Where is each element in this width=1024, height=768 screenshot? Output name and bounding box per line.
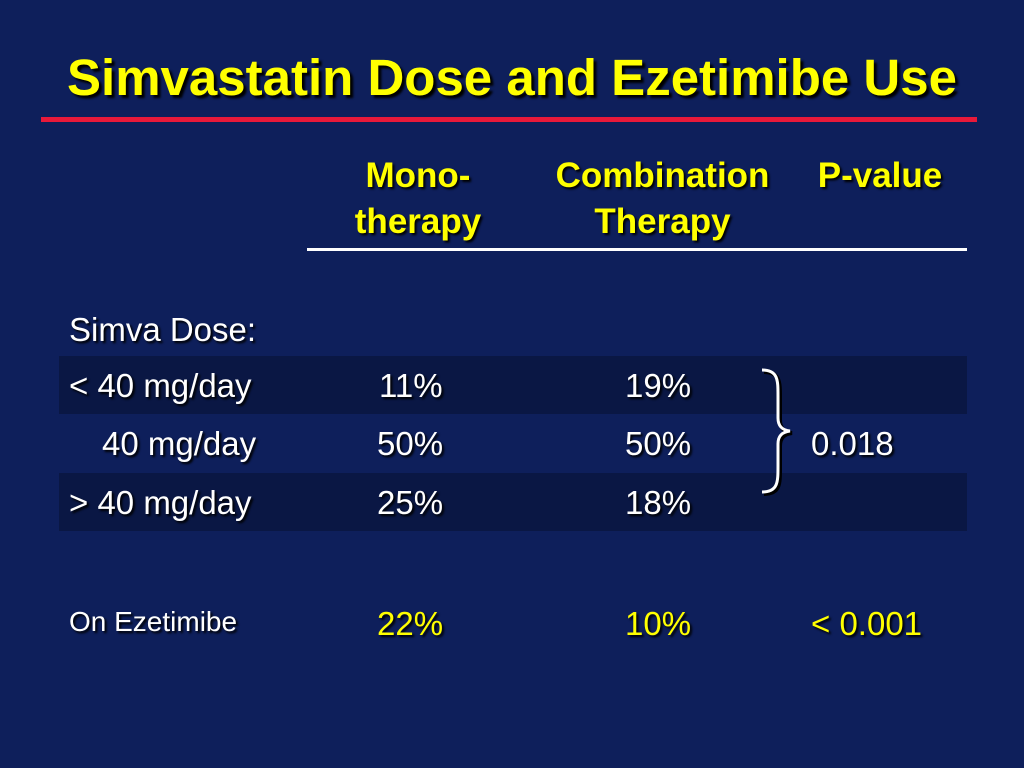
section-label-simva-dose: Simva Dose:	[69, 311, 257, 348]
cell-pvalue-ezetimibe: < 0.001	[811, 605, 923, 642]
header-divider	[307, 248, 967, 251]
header-combination-line2: Therapy	[594, 202, 731, 241]
header-pvalue: P-value	[800, 153, 960, 199]
cell-mono-ezetimibe: 22%	[377, 605, 444, 642]
header-combination-therapy: Combination Therapy	[535, 153, 790, 245]
table-row-band	[59, 356, 967, 414]
header-combination-line1: Combination	[555, 156, 770, 195]
cell-mono-40: 50%	[377, 425, 444, 462]
table-row-band	[59, 473, 967, 531]
cell-combination-over-40: 18%	[625, 484, 692, 521]
right-brace-icon	[761, 368, 793, 496]
slide-title: Simvastatin Dose and Ezetimibe Use	[67, 49, 957, 106]
cell-mono-under-40: 11%	[379, 367, 443, 404]
cell-pvalue-dose: 0.018	[811, 425, 894, 462]
header-monotherapy-line1: Mono-	[365, 156, 471, 195]
cell-combination-under-40: 19%	[625, 367, 692, 404]
header-monotherapy-line2: therapy	[354, 202, 482, 241]
header-monotherapy: Mono- therapy	[318, 153, 518, 245]
row-label-under-40: < 40 mg/day	[69, 367, 252, 404]
row-label-40: 40 mg/day	[102, 425, 257, 462]
row-label-over-40: > 40 mg/day	[69, 484, 252, 521]
cell-combination-40: 50%	[625, 425, 692, 462]
title-underline	[41, 117, 977, 122]
cell-combination-ezetimibe: 10%	[625, 605, 692, 642]
header-pvalue-label: P-value	[817, 156, 943, 195]
cell-mono-over-40: 25%	[377, 484, 444, 521]
row-label-on-ezetimibe: On Ezetimibe	[69, 606, 238, 637]
